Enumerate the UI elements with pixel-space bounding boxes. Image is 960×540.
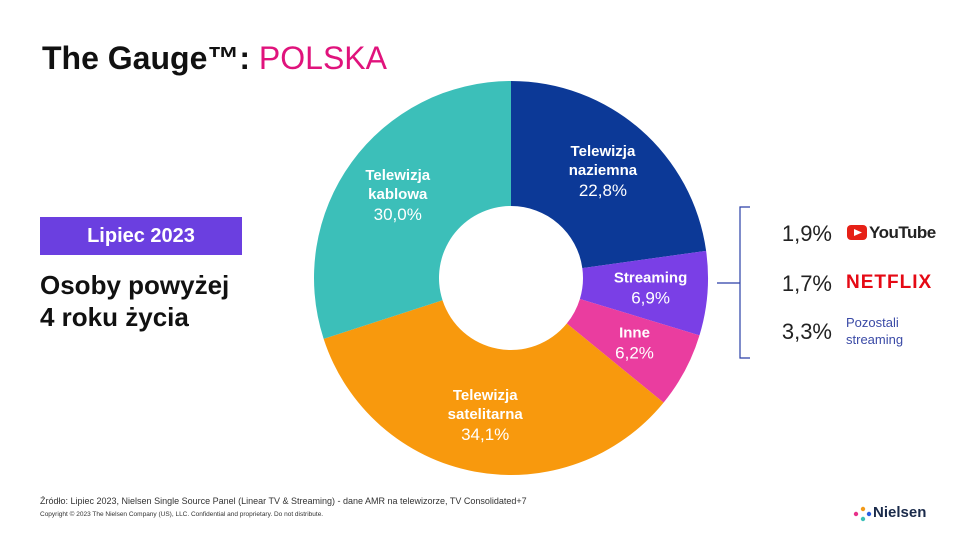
brand-logo: Nielsen xyxy=(873,504,927,521)
source-note: Źródło: Lipiec 2023, Nielsen Single Sour… xyxy=(40,496,527,506)
slice-name: Streaming xyxy=(613,269,688,287)
youtube-play xyxy=(854,229,862,236)
copyright: Copyright © 2023 The Nielsen Company (US… xyxy=(40,511,324,518)
donut-slice xyxy=(314,81,511,339)
slice-name: Inne xyxy=(619,324,650,342)
youtube-logo: YouTube xyxy=(869,223,936,242)
slice-label: Inne 6,2% xyxy=(580,323,690,364)
slice-value: 6,2% xyxy=(615,343,654,363)
slice-label: Telewizja satelitarna 34,1% xyxy=(430,386,540,446)
netflix-logo: NETFLIX xyxy=(846,272,933,293)
subtitle-line: 4 roku życia xyxy=(40,302,189,332)
slice-value: 22,8% xyxy=(578,181,628,201)
nielsen-icon xyxy=(853,506,872,522)
breakdown-value: 1,7% xyxy=(781,271,832,296)
title-highlight: POLSKA xyxy=(258,40,387,76)
slice-label: Streaming 6,9% xyxy=(596,268,706,309)
donut-slice xyxy=(511,81,707,269)
slice-label: Telewizja naziemna 22,8% xyxy=(548,142,658,202)
slice-label: Telewizja kablowa 30,0% xyxy=(343,166,453,226)
slices xyxy=(314,81,708,475)
title: The Gauge™: POLSKA xyxy=(42,40,387,77)
slice-name: Telewizja naziemna xyxy=(568,143,638,180)
slice-value: 34,1% xyxy=(461,424,510,444)
slice-name: Telewizja kablowa xyxy=(365,166,431,203)
breakdown-other: Pozostali streaming xyxy=(846,315,904,347)
breakdown-value: 1,9% xyxy=(781,221,832,246)
slice-name: Telewizja satelitarna xyxy=(447,386,523,423)
breakdown-value: 3,3% xyxy=(781,319,832,344)
subtitle-line: Osoby powyżej xyxy=(40,270,230,300)
donut-slice xyxy=(566,298,700,403)
title-text: The Gauge™: xyxy=(42,40,251,76)
slice-value: 6,9% xyxy=(631,288,670,308)
donut-slice xyxy=(579,250,708,336)
bracket xyxy=(717,206,750,359)
period-badge: Lipiec 2023 xyxy=(40,217,242,255)
slice-value: 30,0% xyxy=(373,204,422,224)
donut-slice xyxy=(323,300,664,475)
